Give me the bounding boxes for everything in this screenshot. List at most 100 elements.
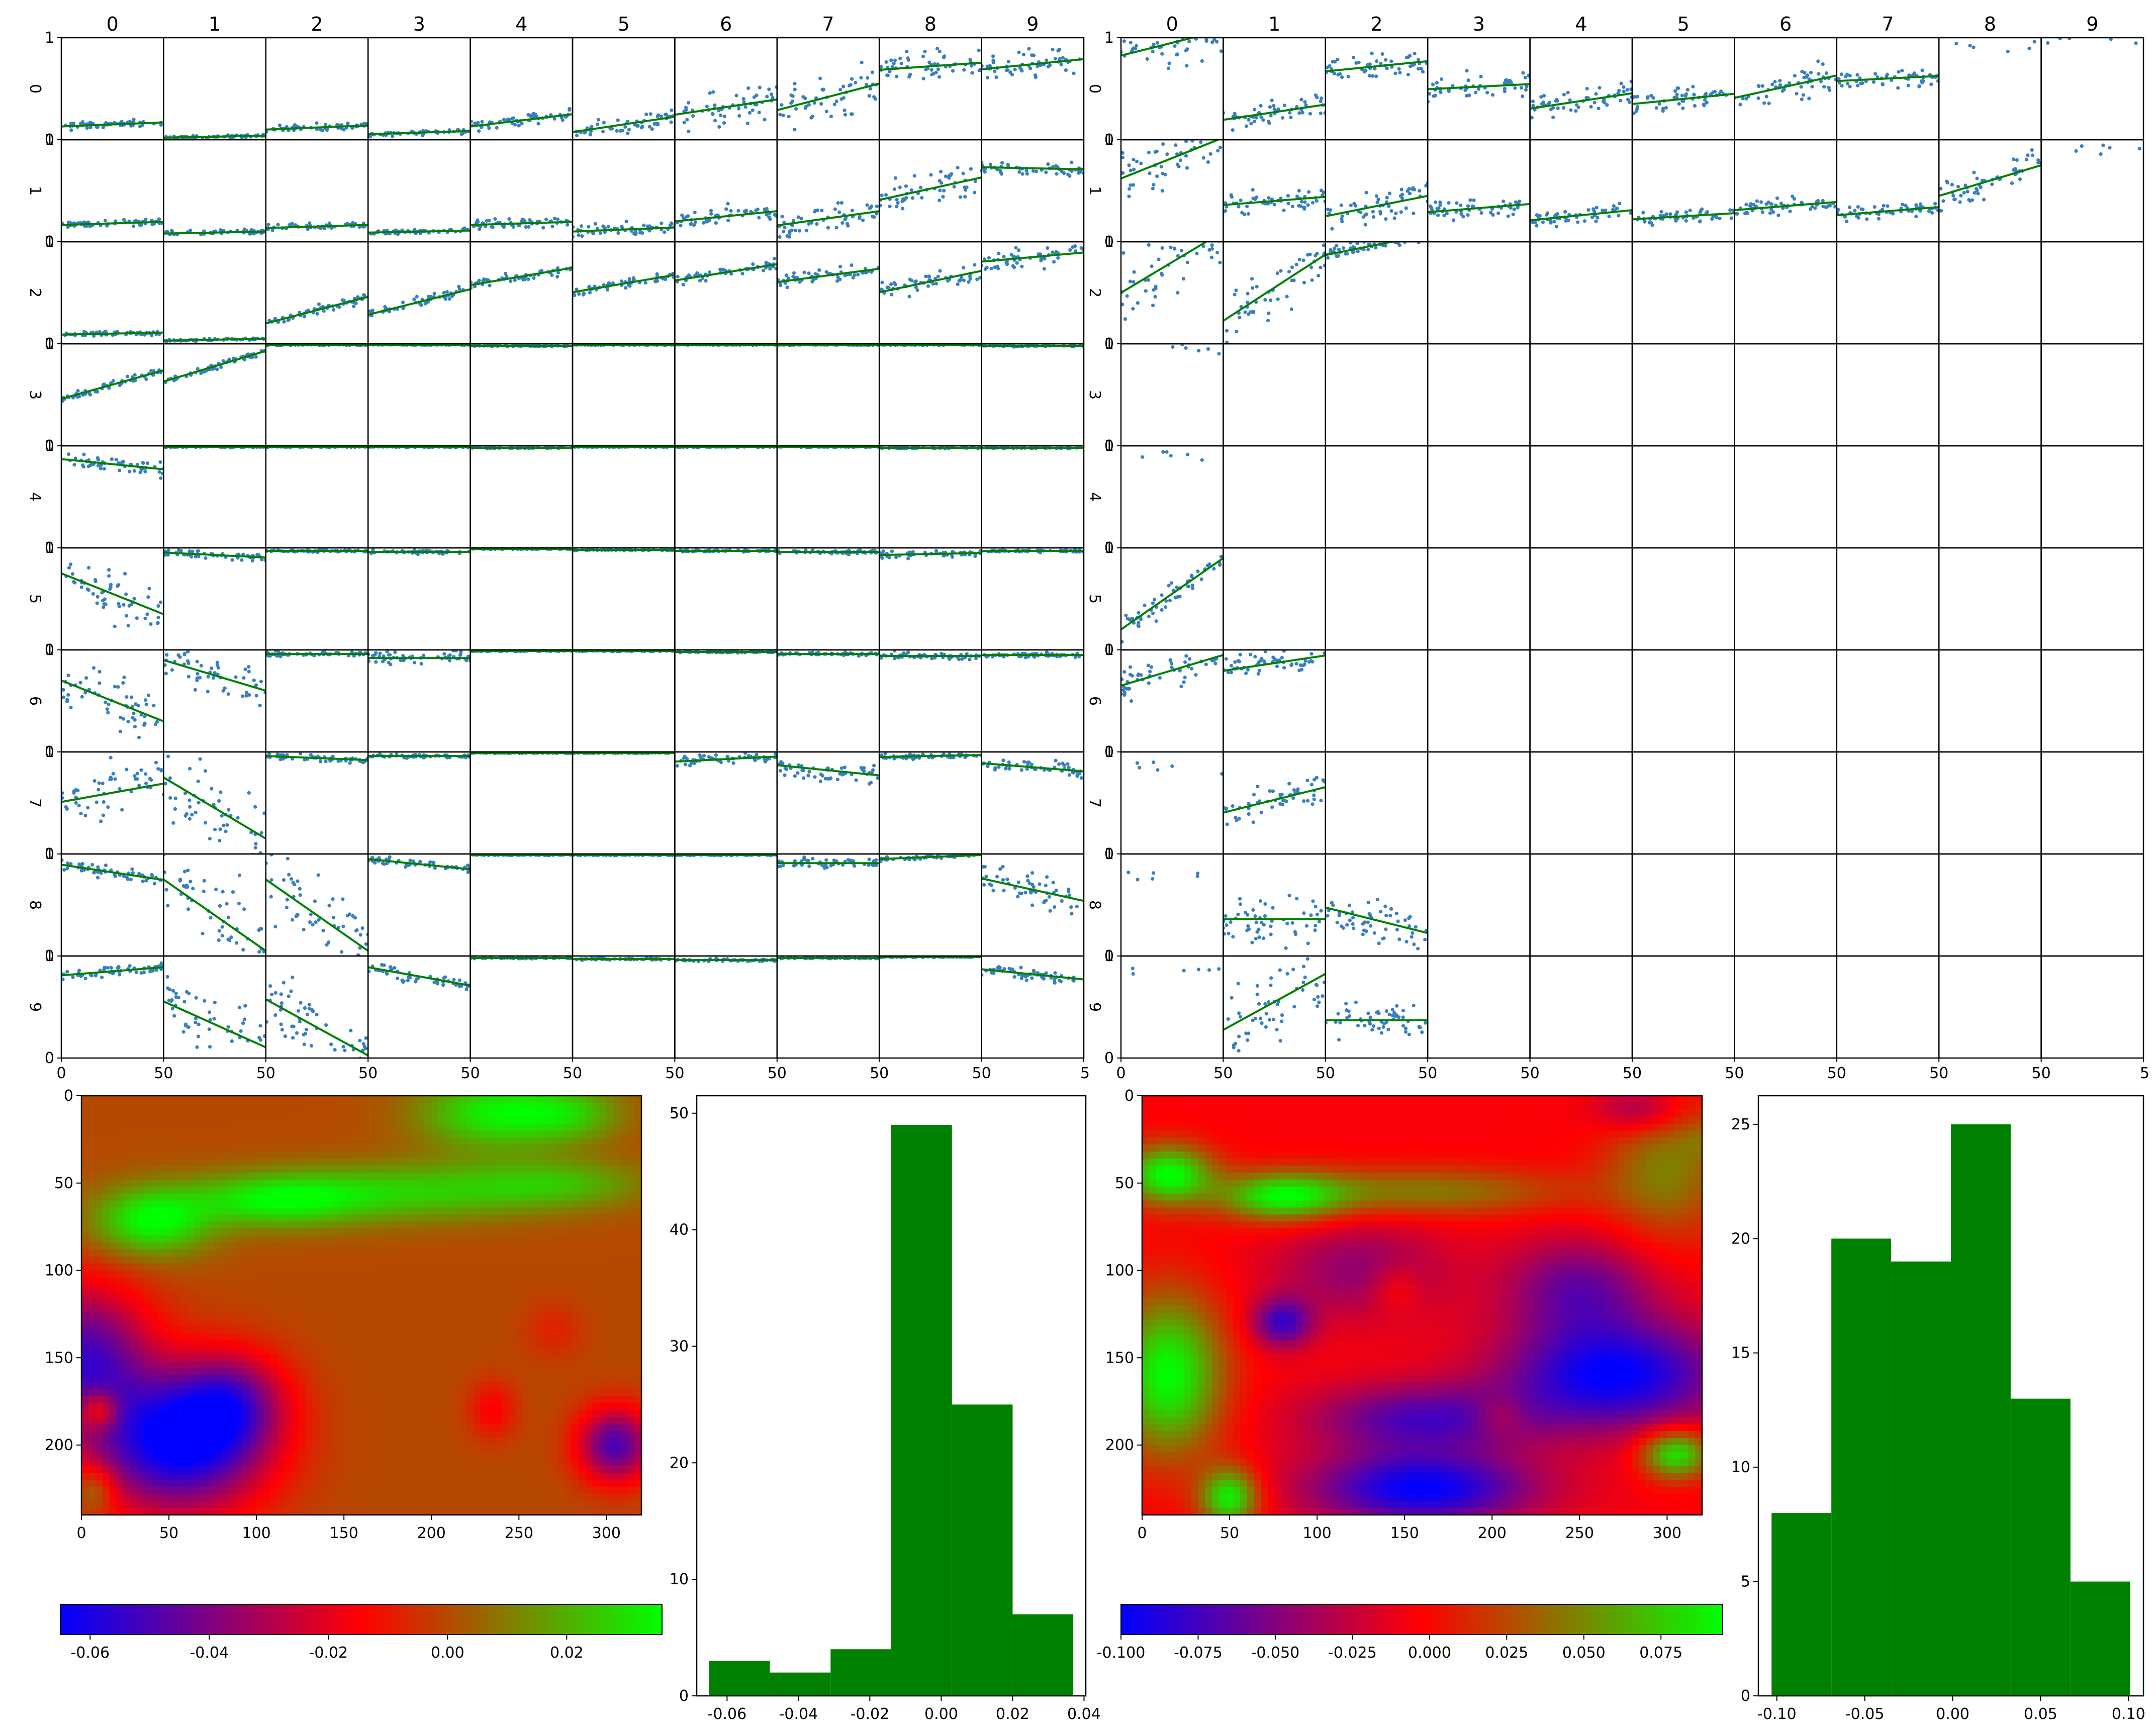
scatter-point — [102, 800, 106, 804]
scatter-point — [242, 907, 246, 911]
scatter-point — [880, 280, 884, 284]
scatter-point — [254, 694, 258, 698]
scatter-point — [76, 389, 80, 393]
scatter-point — [912, 174, 916, 178]
scatter-point — [938, 188, 942, 193]
scatter-point — [217, 799, 221, 803]
scatter-point — [285, 905, 289, 909]
scatter-point — [354, 929, 358, 933]
scatter-point — [839, 766, 843, 770]
scatter-point — [147, 587, 151, 591]
scatter-point — [311, 923, 315, 927]
scatter-point — [596, 118, 601, 122]
scatter-point — [784, 273, 788, 277]
scatter-point — [773, 256, 777, 261]
scatter-point — [85, 126, 89, 130]
scatter-point — [726, 202, 730, 206]
scatter-point — [894, 555, 898, 559]
scatter-point — [881, 549, 885, 553]
scatter-point — [123, 571, 127, 576]
scatter-point — [974, 656, 978, 660]
scatter-point — [781, 113, 785, 118]
scatter-cell-0-1: 1 — [163, 13, 267, 141]
scatter-point — [744, 209, 748, 213]
scatter-point — [152, 882, 156, 886]
scatter-point — [220, 925, 224, 929]
scatter-cell-0-3: 3 — [367, 13, 471, 141]
scatter-point — [927, 274, 931, 278]
scatter-point — [189, 555, 194, 559]
scatter-point — [457, 284, 461, 289]
scatter-point — [145, 612, 149, 616]
scatter-point — [211, 676, 216, 680]
scatter-point — [1045, 58, 1049, 62]
scatter-point — [895, 205, 899, 209]
scatter-point — [717, 125, 721, 129]
scatter-point — [610, 127, 614, 131]
scatter-point — [704, 278, 708, 283]
scatter-point — [938, 49, 942, 53]
scatter-point — [796, 215, 800, 219]
scatter-point — [68, 562, 73, 566]
row-label: 1 — [26, 186, 44, 196]
scatter-point — [890, 65, 894, 69]
scatter-point — [763, 118, 767, 122]
scatter-point — [867, 94, 871, 98]
scatter-point — [998, 169, 1002, 173]
scatter-point — [105, 707, 109, 711]
scatter-point — [229, 935, 233, 939]
scatter-point — [1023, 655, 1028, 659]
scatter-point — [889, 282, 893, 286]
scatter-point — [798, 229, 802, 233]
scatter-point — [560, 118, 565, 122]
scatter-point — [993, 69, 997, 73]
fit-line — [61, 121, 164, 128]
scatter-point — [751, 108, 755, 112]
scatter-point — [682, 121, 686, 125]
scatter-point — [813, 209, 817, 213]
scatter-point — [371, 653, 375, 658]
scatter-point — [657, 113, 661, 117]
scatter-point — [193, 688, 198, 692]
scatter-point — [241, 948, 245, 952]
scatter-point — [1014, 246, 1018, 250]
scatter-point — [98, 669, 102, 674]
scatter-point — [681, 282, 685, 286]
column-label: 9 — [1026, 13, 1039, 35]
scatter-point — [1039, 258, 1043, 262]
scatter-point — [133, 725, 137, 729]
scatter-point — [364, 942, 368, 946]
scatter-point — [731, 761, 735, 765]
scatter-point — [969, 167, 973, 171]
scatter-point — [126, 624, 130, 628]
scatter-point — [793, 87, 797, 91]
scatter-point — [968, 274, 972, 278]
scatter-point — [324, 759, 328, 763]
scatter-point — [719, 113, 723, 117]
scatter-point — [577, 233, 581, 237]
scatter-point — [86, 588, 90, 592]
scatter-point — [144, 218, 148, 222]
scatter-point — [899, 61, 903, 65]
scatter-point — [588, 133, 592, 137]
scatter-point — [926, 284, 930, 288]
scatter-point — [316, 873, 320, 877]
scatter-point — [770, 92, 774, 97]
scatter-point — [947, 175, 951, 179]
scatter-point — [1020, 264, 1024, 268]
scatter-point — [575, 133, 579, 138]
scatter-point — [104, 863, 108, 868]
scatter-point — [747, 111, 752, 115]
scatter-point — [587, 225, 591, 229]
row-label: 4 — [26, 492, 44, 502]
scatter-point — [196, 779, 200, 784]
scatter-point — [286, 856, 290, 860]
scatter-point — [159, 769, 163, 773]
scatter-point — [141, 461, 145, 465]
scatter-point — [130, 695, 134, 699]
scatter-point — [191, 887, 195, 891]
scatter-point — [924, 274, 928, 278]
scatter-point — [306, 227, 310, 231]
scatter-point — [920, 196, 924, 200]
